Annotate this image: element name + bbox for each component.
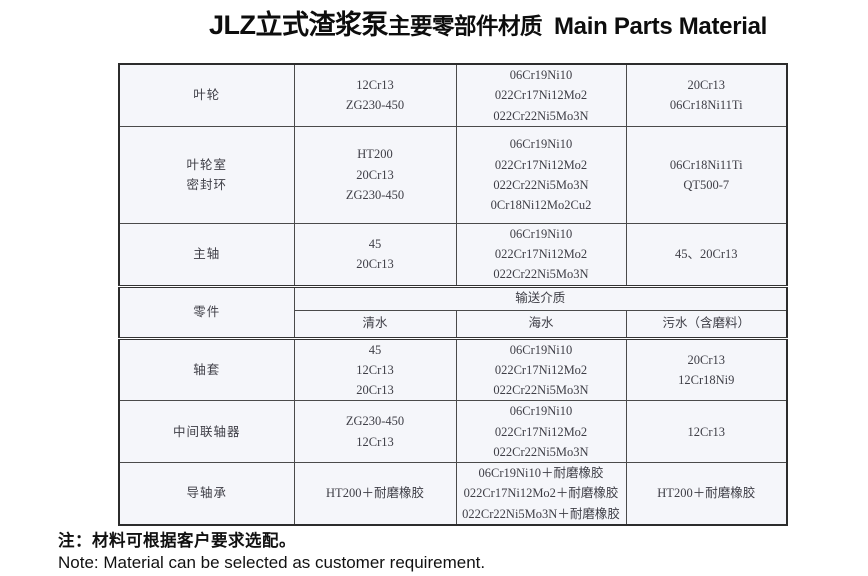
table-row-media-names: 清水 海水 污水（含磨料）	[119, 309, 788, 339]
part-name-cell: 导轴承	[118, 461, 295, 526]
medium-fresh-water-cell: 清水	[293, 309, 457, 339]
sewage-cell: 06Cr18Ni11Ti QT500-7	[625, 125, 788, 224]
sea-water-cell: 06Cr19Ni10＋耐磨橡胶 022Cr17Ni12Mo2＋耐磨橡胶 022C…	[455, 461, 627, 526]
fresh-water-cell: ZG230-450 12Cr13	[293, 400, 457, 463]
fresh-water-cell: 45 20Cr13	[293, 222, 457, 287]
part-name-cell: 叶轮室 密封环	[118, 125, 295, 224]
title-model: JLZ立式渣浆泵	[208, 10, 389, 40]
table-row-shaft-sleeve: 轴套 45 12Cr13 20Cr13 06Cr19Ni10 022Cr17Ni…	[118, 336, 788, 402]
fresh-water-cell: 12Cr13 ZG230-450	[293, 63, 457, 127]
table-row-impeller: 叶轮 12Cr13 ZG230-450 06Cr19Ni10 022Cr17Ni…	[118, 63, 788, 127]
table-row-intermediate-coupling: 中间联轴器 ZG230-450 12Cr13 06Cr19Ni10 022Cr1…	[118, 400, 788, 463]
sewage-cell: 20Cr13 12Cr18Ni9	[625, 336, 788, 402]
table-row-medium-header: 零件 输送介质	[118, 284, 788, 339]
fresh-water-cell: HT200＋耐磨橡胶	[293, 461, 457, 526]
sewage-cell: 20Cr13 06Cr18Ni11Ti	[625, 63, 788, 127]
fresh-water-cell: 45 12Cr13 20Cr13	[293, 336, 457, 402]
sea-water-cell: 06Cr19Ni10 022Cr17Ni12Mo2 022Cr22Ni5Mo3N	[455, 222, 627, 287]
title-subject: 主要零部件材质	[387, 14, 543, 39]
sea-water-cell: 06Cr19Ni10 022Cr17Ni12Mo2 022Cr22Ni5Mo3N	[455, 336, 627, 402]
sea-water-cell: 06Cr19Ni10 022Cr17Ni12Mo2 022Cr22Ni5Mo3N…	[455, 125, 627, 224]
part-name-cell: 叶轮	[118, 63, 295, 127]
table-row-impeller-chamber: 叶轮室 密封环 HT200 20Cr13 ZG230-450 06Cr19Ni1…	[118, 125, 788, 224]
part-name-cell: 轴套	[118, 336, 295, 402]
medium-sea-water-cell: 海水	[455, 309, 627, 339]
table-row-main-shaft: 主轴 45 20Cr13 06Cr19Ni10 022Cr17Ni12Mo2 0…	[118, 222, 788, 287]
footnote-chinese: 注：材料可根据客户要求选配。	[58, 532, 296, 550]
sea-water-cell: 06Cr19Ni10 022Cr17Ni12Mo2 022Cr22Ni5Mo3N	[455, 400, 627, 463]
title-english: Main Parts Material	[553, 13, 768, 40]
part-name-cell: 主轴	[118, 222, 295, 287]
sewage-cell: 12Cr13	[625, 400, 788, 463]
sewage-cell: 45、20Cr13	[625, 222, 788, 287]
part-name-cell: 中间联轴器	[118, 400, 295, 463]
medium-sewage-cell: 污水（含磨料）	[625, 309, 788, 339]
table-row-guide-bearing: 导轴承 HT200＋耐磨橡胶 06Cr19Ni10＋耐磨橡胶 022Cr17Ni…	[118, 461, 788, 526]
page-title: JLZ立式渣浆泵主要零部件材质 Main Parts Material	[209, 3, 767, 42]
sea-water-cell: 06Cr19Ni10 022Cr17Ni12Mo2 022Cr22Ni5Mo3N	[455, 63, 627, 127]
part-header-cell: 零件	[118, 284, 295, 339]
materials-table: 叶轮 12Cr13 ZG230-450 06Cr19Ni10 022Cr17Ni…	[118, 63, 788, 526]
footnote: 注：材料可根据客户要求选配。 Note: Material can be sel…	[58, 530, 485, 575]
sewage-cell: HT200＋耐磨橡胶	[625, 461, 788, 526]
fresh-water-cell: HT200 20Cr13 ZG230-450	[293, 125, 457, 224]
footnote-english: Note: Material can be selected as custom…	[58, 553, 486, 573]
medium-header-cell: 输送介质	[293, 284, 788, 311]
